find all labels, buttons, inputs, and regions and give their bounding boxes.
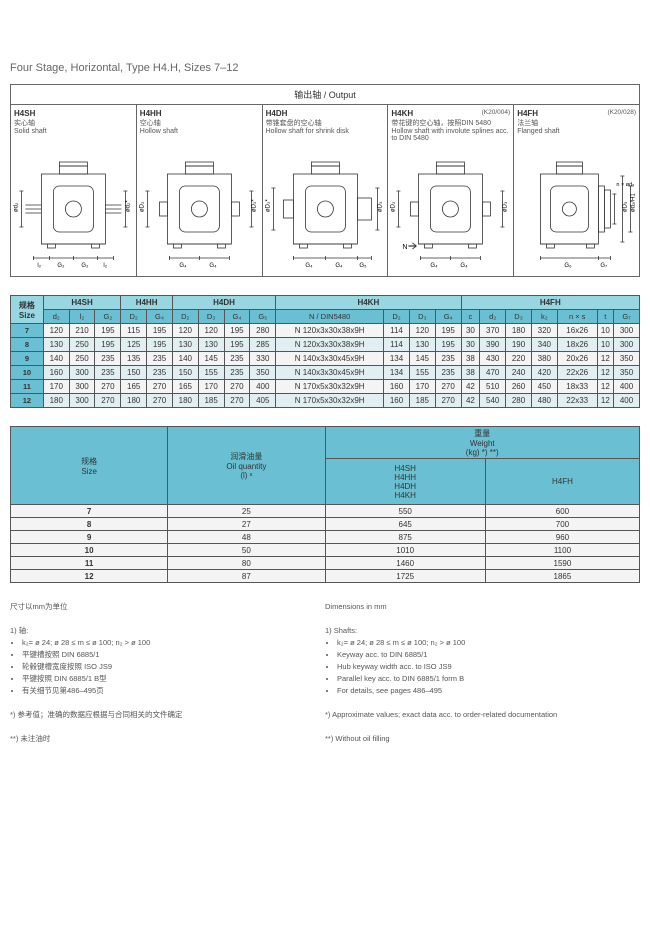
svg-text:øD₃: øD₃ <box>377 201 383 212</box>
spec-col: d₂ <box>480 310 506 324</box>
svg-text:G₄: G₄ <box>209 263 217 269</box>
svg-text:øD₂*: øD₂* <box>265 199 271 212</box>
table-row: 948875960 <box>11 531 640 544</box>
group-h4kh: H4KH <box>276 296 461 310</box>
diagram-h4sh: ød₂ ød₂* l₂ G₂ G₂ l₂ <box>11 146 137 276</box>
table-row: 10160300235150235150155235350N 140x3x30x… <box>11 366 640 380</box>
table-row: 9140250235135235140145235330N 140x3x30x4… <box>11 352 640 366</box>
footnote-right: Dimensions in mm 1) Shafts: k₂= ø 24; ø … <box>325 601 640 745</box>
svg-text:G₄: G₄ <box>335 263 343 269</box>
spec-col: G₂ <box>95 310 121 324</box>
output-header: 输出轴 / Output <box>11 85 639 105</box>
shaft-header-row: H4SH 实心轴 Solid shaft H4HH 空心轴 Hollow sha… <box>11 105 639 146</box>
spec-col: G₅ <box>250 310 276 324</box>
svg-text:øD₃: øD₃ <box>503 201 509 212</box>
shaft-h4hh: H4HH 空心轴 Hollow shaft <box>137 105 263 146</box>
footnote-item: 平键按照 DIN 6885/1 B型 <box>22 673 325 685</box>
group-h4hh: H4HH <box>121 296 173 310</box>
table-row: 7120210195115195120120195280N 120x3x30x3… <box>11 324 640 338</box>
svg-text:ød₂*: ød₂* <box>125 200 131 212</box>
diagram-row: ød₂ ød₂* l₂ G₂ G₂ l₂ <box>11 146 639 276</box>
weight-group1: H4SH H4HH H4DH H4KH <box>325 459 485 505</box>
svg-text:G₄: G₄ <box>179 263 187 269</box>
svg-text:G₇: G₇ <box>601 263 608 269</box>
shaft-h4dh: H4DH 带锥套盘的空心轴 Hollow shaft for shrink di… <box>263 105 389 146</box>
svg-text:ød₂: ød₂ <box>13 202 19 212</box>
spec-col: D₃ <box>506 310 532 324</box>
svg-text:l₂: l₂ <box>103 263 107 269</box>
weight-table: 规格 Size 润滑油量 Oil quantity (l) ˢ 重量 Weigh… <box>10 426 640 583</box>
weight-group2: H4FH <box>485 459 639 505</box>
spec-col: c <box>461 310 480 324</box>
spec-col: d₂ <box>43 310 69 324</box>
footnote-item: Parallel key acc. to DIN 6885/1 form B <box>337 673 640 685</box>
svg-text:ød₂/H1: ød₂/H1 <box>631 193 637 212</box>
shaft-h4fh: (K20/028) H4FH 法兰轴 Flanged shaft <box>514 105 639 146</box>
footnote-left: 尺寸以mm为单位 1) 轴: k₂= ø 24; ø 28 ≤ m ≤ ø 10… <box>10 601 325 745</box>
shaft-h4kh: (K20/004) H4KH 带花键的空心轴，按照DIN 5480 Hollow… <box>388 105 514 146</box>
svg-text:G₄: G₄ <box>461 263 469 269</box>
spec-col: l₂ <box>69 310 95 324</box>
table-row: 8130250195125195130130195285N 120x3x30x3… <box>11 338 640 352</box>
diagram-h4fh: n × ød₈ øD₅ ød₂/H1 G₆ G₇ <box>514 146 639 276</box>
footnote-item: k₂= ø 24; ø 28 ≤ m ≤ ø 100; n₂ > ø 100 <box>22 637 325 649</box>
footnote-item: For details, see pages 486–495 <box>337 685 640 697</box>
spec-col: N / DIN5480 <box>276 310 384 324</box>
svg-text:G₆: G₆ <box>565 263 573 269</box>
spec-col: k₂ <box>531 310 557 324</box>
table-row: 12180300270180270180185270405N 170x5x30x… <box>11 394 640 408</box>
spec-col: D₃ <box>409 310 435 324</box>
svg-text:øD₂: øD₂ <box>391 201 397 212</box>
spec-col: G₇ <box>614 310 640 324</box>
spec-col: D₂ <box>172 310 198 324</box>
svg-text:N: N <box>403 244 408 251</box>
footnote-item: 平键槽按照 DIN 6885/1 <box>22 649 325 661</box>
table-row: 11170300270165270165170270400N 170x5x30x… <box>11 380 640 394</box>
footnote-item: 轮毂键槽宽度按照 ISO JS9 <box>22 661 325 673</box>
diagram-h4kh: øD₂ øD₃ N G₄ G₄ <box>388 146 514 276</box>
table-row: 725550600 <box>11 505 640 518</box>
svg-text:l₂: l₂ <box>37 263 41 269</box>
shaft-h4sh: H4SH 实心轴 Solid shaft <box>11 105 137 146</box>
group-h4dh: H4DH <box>172 296 275 310</box>
spec-col: n × s <box>557 310 597 324</box>
table-row: 118014601590 <box>11 557 640 570</box>
diagram-h4dh: øD₂* øD₃ G₄ G₄ G₅ <box>263 146 389 276</box>
spec-col: G₄ <box>435 310 461 324</box>
footnotes: 尺寸以mm为单位 1) 轴: k₂= ø 24; ø 28 ≤ m ≤ ø 10… <box>10 601 640 745</box>
table-row: 105010101100 <box>11 544 640 557</box>
footnote-item: 有关细节见第486–495页 <box>22 685 325 697</box>
svg-text:G₂: G₂ <box>81 263 89 269</box>
svg-text:n × ød₈: n × ød₈ <box>617 182 635 188</box>
spec-col: G₄ <box>224 310 250 324</box>
spec-col: D₂ <box>384 310 410 324</box>
svg-text:G₄: G₄ <box>305 263 313 269</box>
footnote-item: Hub keyway width acc. to ISO JS9 <box>337 661 640 673</box>
table-row: 128717251865 <box>11 570 640 583</box>
spec-col: D₂ <box>121 310 147 324</box>
svg-text:øD₂*: øD₂* <box>251 199 257 212</box>
svg-text:G₂: G₂ <box>57 263 65 269</box>
footnote-item: Keyway acc. to DIN 6885/1 <box>337 649 640 661</box>
spec-col: t <box>597 310 613 324</box>
table-row: 827645700 <box>11 518 640 531</box>
svg-text:øD₅: øD₅ <box>623 201 629 212</box>
spec-col: D₃ <box>198 310 224 324</box>
page-title: Four Stage, Horizontal, Type H4.H, Sizes… <box>10 62 640 74</box>
spec-col: G₄ <box>147 310 173 324</box>
spec-table: 规格 Size H4SH H4HH H4DH H4KH H4FH d₂l₂G₂D… <box>10 295 640 408</box>
svg-text:G₅: G₅ <box>359 263 367 269</box>
output-panel: 输出轴 / Output H4SH 实心轴 Solid shaft H4HH 空… <box>10 84 640 277</box>
footnote-item: k₂= ø 24; ø 28 ≤ m ≤ ø 100; n₂ > ø 100 <box>337 637 640 649</box>
svg-text:øD₂: øD₂ <box>139 201 145 212</box>
group-h4fh: H4FH <box>461 296 639 310</box>
svg-text:G₄: G₄ <box>431 263 439 269</box>
diagram-h4hh: øD₂ øD₂* G₄ G₄ <box>137 146 263 276</box>
group-h4sh: H4SH <box>43 296 120 310</box>
